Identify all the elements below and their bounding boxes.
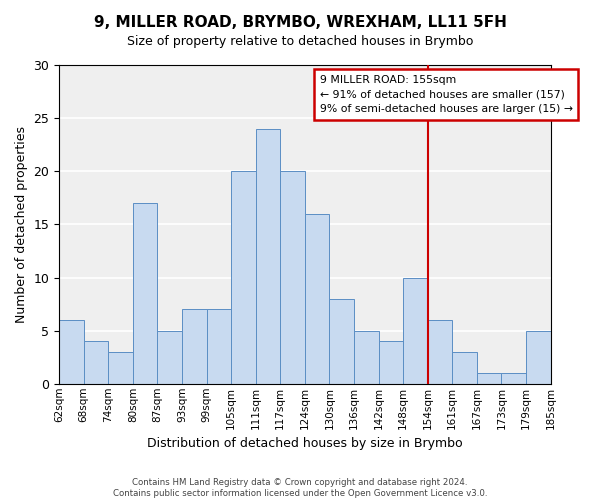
Bar [379,342,403,384]
Bar [182,310,206,384]
Bar [206,310,231,384]
Bar [526,330,551,384]
Bar [502,373,526,384]
Bar [59,320,84,384]
Text: 9, MILLER ROAD, BRYMBO, WREXHAM, LL11 5FH: 9, MILLER ROAD, BRYMBO, WREXHAM, LL11 5F… [94,15,506,30]
Bar [329,299,354,384]
Bar [403,278,428,384]
Bar [84,342,108,384]
Text: Contains HM Land Registry data © Crown copyright and database right 2024.
Contai: Contains HM Land Registry data © Crown c… [113,478,487,498]
X-axis label: Distribution of detached houses by size in Brymbo: Distribution of detached houses by size … [147,437,463,450]
Bar [133,203,157,384]
Bar [477,373,502,384]
Bar [256,129,280,384]
Bar [231,172,256,384]
Bar [108,352,133,384]
Bar [280,172,305,384]
Bar [452,352,477,384]
Bar [354,330,379,384]
Text: Size of property relative to detached houses in Brymbo: Size of property relative to detached ho… [127,35,473,48]
Y-axis label: Number of detached properties: Number of detached properties [15,126,28,323]
Text: 9 MILLER ROAD: 155sqm
← 91% of detached houses are smaller (157)
9% of semi-deta: 9 MILLER ROAD: 155sqm ← 91% of detached … [320,74,572,114]
Bar [157,330,182,384]
Bar [305,214,329,384]
Bar [428,320,452,384]
